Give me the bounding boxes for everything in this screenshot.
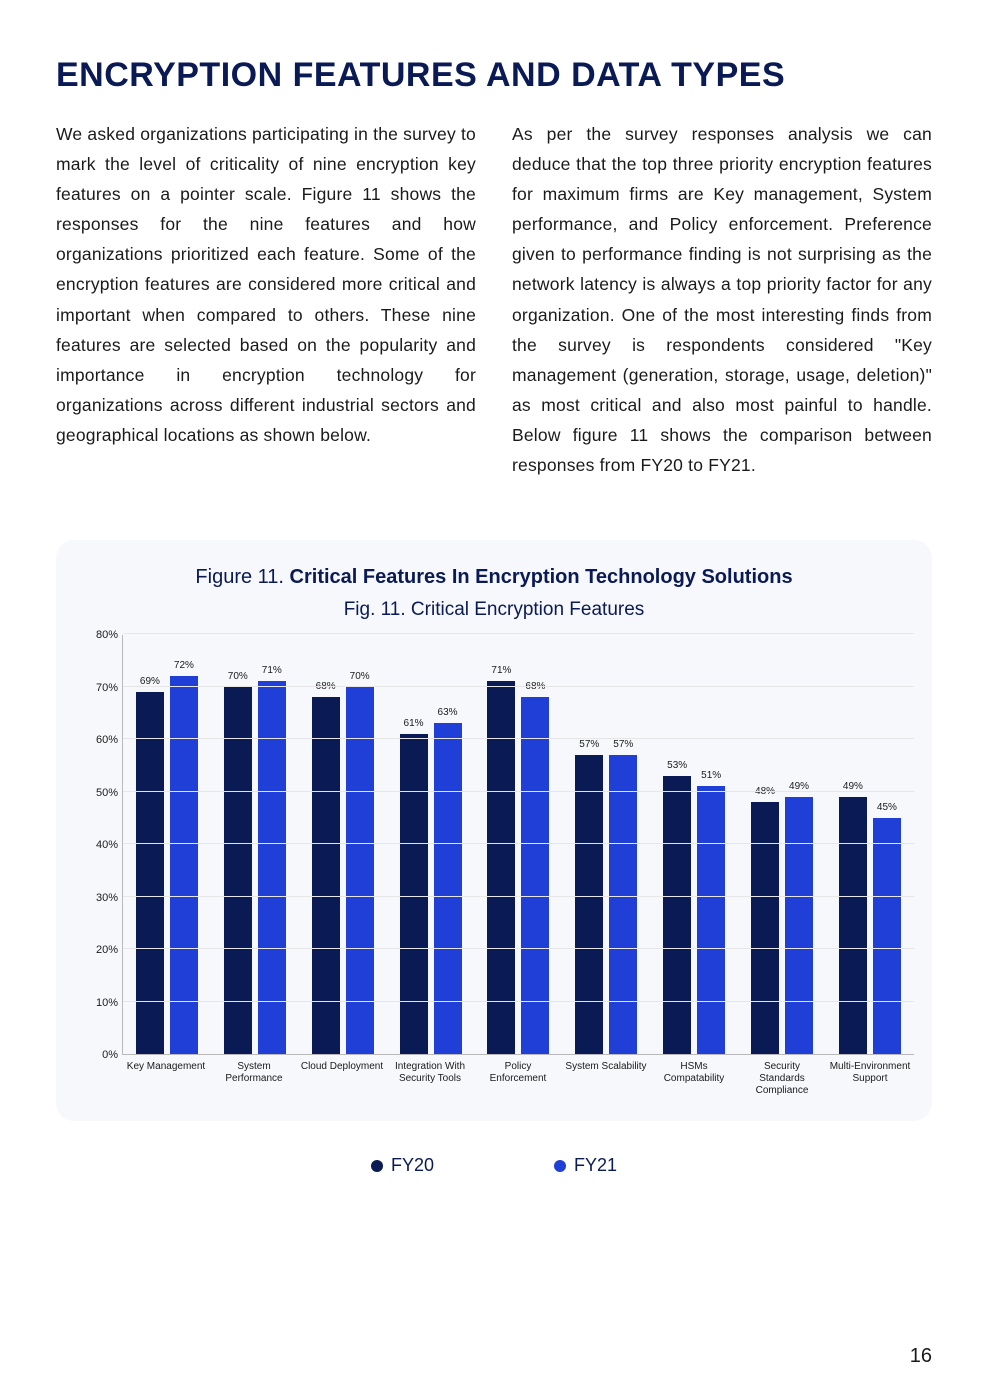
page: ENCRYPTION FEATURES AND DATA TYPES We as… — [0, 0, 988, 1398]
column-right: As per the survey responses analysis we … — [512, 119, 932, 480]
x-category: Key Management — [122, 1055, 210, 1097]
y-axis: 0%10%20%30%40%50%60%70%80% — [74, 635, 122, 1055]
page-number: 16 — [910, 1345, 932, 1368]
x-category: Multi-Environment Support — [826, 1055, 914, 1097]
x-category: HSMs Compatability — [650, 1055, 738, 1097]
bar: 49% — [785, 797, 813, 1054]
gridline — [123, 1001, 914, 1002]
y-tick: 30% — [74, 892, 118, 904]
bar: 57% — [609, 755, 637, 1054]
bar: 48% — [751, 802, 779, 1054]
y-tick: 10% — [74, 997, 118, 1009]
chart-title: Fig. 11. Critical Encryption Features — [74, 599, 914, 621]
plot-area: 69%72%70%71%68%70%61%63%71%68%57%57%53%5… — [122, 635, 914, 1055]
bar-value: 68% — [525, 681, 545, 692]
bar-value: 68% — [316, 681, 336, 692]
bar-value: 57% — [613, 739, 633, 750]
figure-caption: Figure 11. Critical Features In Encrypti… — [74, 566, 914, 589]
bar-value: 53% — [667, 760, 687, 771]
y-tick: 40% — [74, 839, 118, 851]
legend-label-fy21: FY21 — [574, 1155, 617, 1176]
x-category: System Performance — [210, 1055, 298, 1097]
bar: 70% — [346, 687, 374, 1055]
bar-value: 57% — [579, 739, 599, 750]
bar-value: 71% — [262, 665, 282, 676]
bar: 51% — [697, 786, 725, 1054]
bar-group: 69%72% — [136, 676, 198, 1054]
gridline — [123, 948, 914, 949]
bar-groups: 69%72%70%71%68%70%61%63%71%68%57%57%53%5… — [123, 635, 914, 1054]
gridline — [123, 738, 914, 739]
bar-value: 70% — [228, 671, 248, 682]
y-tick: 70% — [74, 682, 118, 694]
x-category: Cloud Deployment — [298, 1055, 386, 1097]
bar-value: 63% — [438, 707, 458, 718]
chart: 0%10%20%30%40%50%60%70%80% 69%72%70%71%6… — [74, 635, 914, 1055]
legend-item-fy20: FY20 — [371, 1155, 434, 1176]
bar-value: 61% — [404, 718, 424, 729]
body-columns: We asked organizations participating in … — [56, 119, 932, 480]
gridline — [123, 896, 914, 897]
gridline — [123, 633, 914, 634]
bar-value: 71% — [491, 665, 511, 676]
figure-11: Figure 11. Critical Features In Encrypti… — [56, 540, 932, 1121]
figure-caption-title: Critical Features In Encryption Technolo… — [290, 566, 793, 588]
bar: 53% — [663, 776, 691, 1054]
bar-group: 57%57% — [575, 755, 637, 1054]
bar: 49% — [839, 797, 867, 1054]
x-axis-categories: Key ManagementSystem PerformanceCloud De… — [122, 1055, 914, 1097]
gridline — [123, 686, 914, 687]
y-tick: 80% — [74, 629, 118, 641]
x-category: System Scalability — [562, 1055, 650, 1097]
bar: 45% — [873, 818, 901, 1054]
figure-caption-prefix: Figure 11. — [195, 566, 289, 588]
bar-value: 70% — [350, 671, 370, 682]
bar: 57% — [575, 755, 603, 1054]
bar-value: 72% — [174, 660, 194, 671]
x-category: Integration With Security Tools — [386, 1055, 474, 1097]
y-tick: 0% — [74, 1049, 118, 1061]
bar-group: 48%49% — [751, 797, 813, 1054]
column-left: We asked organizations participating in … — [56, 119, 476, 480]
bar-group: 68%70% — [312, 687, 374, 1055]
y-tick: 50% — [74, 787, 118, 799]
gridline — [123, 791, 914, 792]
legend-dot-fy20 — [371, 1160, 383, 1172]
bar-group: 61%63% — [400, 723, 462, 1054]
page-title: ENCRYPTION FEATURES AND DATA TYPES — [56, 56, 932, 95]
bar: 72% — [170, 676, 198, 1054]
bar-value: 51% — [701, 770, 721, 781]
legend-dot-fy21 — [554, 1160, 566, 1172]
bar-group: 53%51% — [663, 776, 725, 1054]
legend: FY20 FY21 — [56, 1155, 932, 1176]
bar: 70% — [224, 687, 252, 1055]
bar-value: 45% — [877, 802, 897, 813]
x-category: Policy Enforcement — [474, 1055, 562, 1097]
legend-label-fy20: FY20 — [391, 1155, 434, 1176]
y-tick: 20% — [74, 944, 118, 956]
bar: 61% — [400, 734, 428, 1054]
x-category: Security Standards Compliance — [738, 1055, 826, 1097]
legend-item-fy21: FY21 — [554, 1155, 617, 1176]
bar: 63% — [434, 723, 462, 1054]
bar-value: 48% — [755, 786, 775, 797]
bar-group: 49%45% — [839, 797, 901, 1054]
y-tick: 60% — [74, 734, 118, 746]
gridline — [123, 843, 914, 844]
